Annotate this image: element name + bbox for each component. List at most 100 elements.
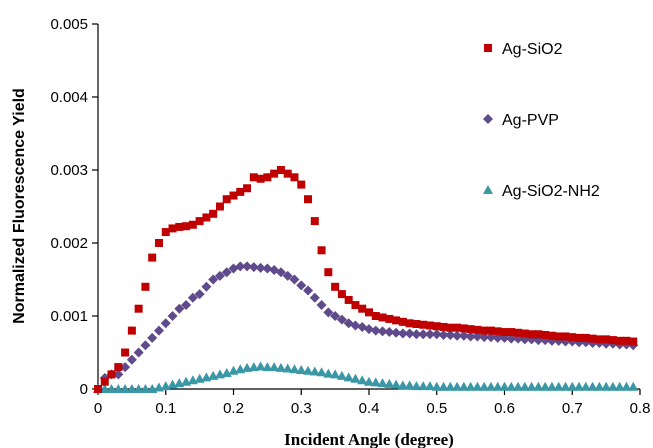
data-point (140, 384, 151, 393)
legend-marker (483, 185, 493, 194)
data-point (575, 333, 584, 342)
data-point (160, 318, 171, 329)
x-tick-label: 0.6 (494, 400, 515, 417)
data-point (182, 222, 191, 231)
data-point (113, 369, 124, 380)
data-point (99, 384, 110, 393)
legend: Ag-SiO2 Ag-PVP Ag-SiO2-NH2 (483, 41, 600, 200)
data-point (127, 326, 136, 335)
data-point (106, 384, 117, 393)
data-point (364, 376, 374, 386)
data-point (371, 312, 380, 320)
data-point (602, 335, 611, 344)
data-point (316, 300, 327, 311)
data-point (377, 326, 388, 337)
data-point (458, 330, 469, 341)
data-point (296, 280, 307, 291)
data-point (153, 325, 164, 336)
data-point (336, 370, 347, 380)
data-point (404, 380, 415, 390)
x-tick-label: 0.5 (426, 400, 447, 417)
data-point (588, 334, 597, 343)
data-point (358, 304, 367, 313)
data-point (526, 381, 537, 391)
data-point (242, 362, 253, 372)
data-point (222, 195, 231, 204)
data-point (472, 381, 483, 391)
data-point (459, 324, 468, 333)
data-point (107, 370, 116, 379)
data-point (256, 174, 265, 183)
data-point (208, 274, 219, 285)
data-point (209, 209, 218, 218)
data-point (350, 320, 361, 331)
data-point (120, 384, 131, 393)
data-point (499, 381, 510, 391)
data-point (133, 347, 144, 358)
data-point (215, 202, 224, 211)
data-point (195, 217, 204, 226)
data-point (432, 322, 441, 331)
data-point (473, 325, 482, 334)
data-point (404, 328, 415, 339)
data-point (622, 336, 631, 345)
data-point (221, 267, 232, 278)
data-point (554, 332, 563, 341)
legend-item: Ag-SiO2 (484, 41, 563, 58)
data-point (614, 381, 625, 391)
legend-label: Ag-SiO2-NH2 (502, 183, 600, 200)
data-point (289, 364, 300, 374)
data-point (304, 195, 313, 204)
data-point (465, 381, 476, 391)
data-point (385, 314, 394, 323)
data-point (229, 191, 238, 200)
x-tick-label: 0 (94, 400, 102, 417)
data-point (384, 327, 395, 338)
data-point (154, 239, 163, 247)
data-point (384, 378, 395, 388)
data-point (391, 327, 402, 338)
data-point (336, 314, 347, 325)
data-point (168, 224, 177, 233)
data-point (453, 323, 462, 332)
y-tick-label: 0.003 (50, 162, 88, 179)
data-point (506, 333, 517, 344)
data-point (458, 381, 469, 391)
data-point (595, 335, 604, 344)
data-point (255, 361, 266, 371)
data-point (202, 213, 211, 222)
data-point (120, 362, 131, 373)
data-point (507, 328, 516, 337)
data-point (540, 381, 551, 391)
data-point (161, 228, 170, 237)
x-axis-title: Incident Angle (degree) (284, 430, 454, 448)
data-point (541, 330, 550, 339)
data-point (114, 363, 123, 372)
data-point (94, 385, 102, 393)
data-point (621, 381, 632, 391)
data-point (533, 381, 544, 391)
data-point (187, 292, 198, 303)
data-point (242, 261, 253, 272)
data-point (492, 381, 503, 391)
data-point (275, 267, 286, 278)
data-point (365, 308, 373, 317)
data-point (419, 320, 428, 329)
data-point (581, 333, 590, 342)
data-point (248, 262, 259, 273)
y-tick-label: 0.005 (50, 16, 88, 33)
data-point (309, 366, 320, 376)
data-point (323, 307, 334, 318)
data-point (446, 323, 455, 332)
data-point (289, 274, 300, 285)
data-point (126, 384, 137, 393)
data-point (370, 325, 381, 336)
data-point (331, 282, 340, 291)
data-point (188, 220, 197, 229)
x-tick-label: 0.8 (630, 400, 651, 417)
data-point (486, 326, 495, 335)
data-point (397, 380, 408, 390)
data-point (445, 381, 456, 391)
data-point (147, 332, 158, 343)
